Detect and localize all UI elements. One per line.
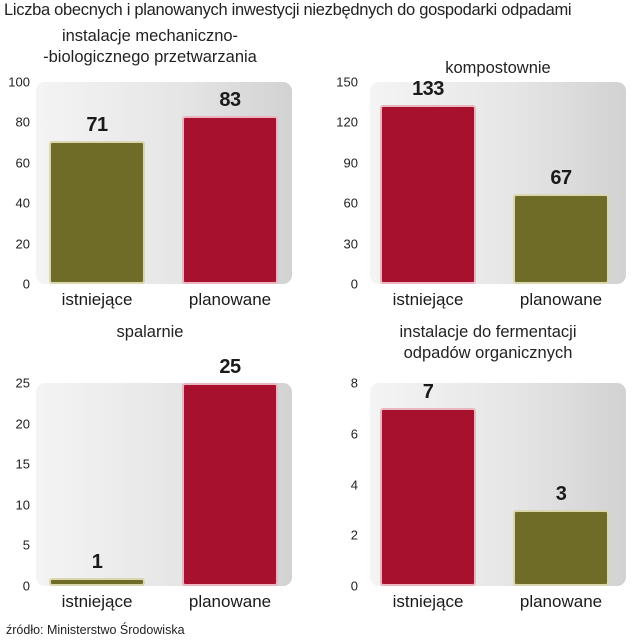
y-tick-label: 60 xyxy=(15,155,30,171)
bar-planowane xyxy=(513,509,609,586)
category-label: istniejące xyxy=(61,290,133,309)
chart-main-title: Liczba obecnych i planowanych inwestycji… xyxy=(4,1,572,19)
bar-istniejące xyxy=(380,104,476,284)
bar-value-label: 133 xyxy=(412,77,444,100)
y-tick-label: 90 xyxy=(343,155,358,171)
y-tick-label: 2 xyxy=(350,527,358,543)
y-tick-label: 100 xyxy=(8,74,30,90)
bar-value-label: 1 xyxy=(91,550,103,573)
bar-value-label: 67 xyxy=(550,166,572,189)
y-tick-label: 4 xyxy=(350,477,358,492)
panel-title: kompostownie xyxy=(445,59,551,77)
y-tick-label: 5 xyxy=(22,537,30,553)
y-tick-label: 15 xyxy=(15,456,30,472)
y-tick-label: 120 xyxy=(336,114,358,130)
category-label: planowane xyxy=(519,592,603,611)
y-tick-label: 10 xyxy=(15,497,30,513)
y-tick-label: 0 xyxy=(350,578,358,594)
bar-value-label: 71 xyxy=(86,113,108,136)
bar-istniejące xyxy=(49,140,145,284)
category-label: istniejące xyxy=(61,592,133,611)
source-note: źródło: Ministerstwo Środowiska xyxy=(6,623,185,637)
bar-planowane xyxy=(182,116,278,284)
y-tick-label: 30 xyxy=(343,236,358,252)
y-tick-label: 20 xyxy=(15,236,30,252)
bar-istniejące xyxy=(49,577,145,586)
bar-value-label: 83 xyxy=(219,89,241,112)
category-label: planowane xyxy=(188,592,272,611)
y-tick-label: 80 xyxy=(15,114,30,130)
y-tick-label: 6 xyxy=(350,426,358,442)
category-label: planowane xyxy=(519,290,603,309)
bar-value-label: 25 xyxy=(219,356,241,378)
category-label: istniejące xyxy=(392,592,464,611)
y-tick-label: 150 xyxy=(336,74,358,90)
y-tick-label: 0 xyxy=(22,578,30,594)
y-tick-label: 40 xyxy=(15,195,30,211)
category-label: planowane xyxy=(188,290,272,309)
category-label: istniejące xyxy=(392,290,464,309)
y-tick-label: 60 xyxy=(343,195,358,211)
y-tick-label: 25 xyxy=(15,375,30,391)
panel-title: instalacje mechaniczno- -biologicznego pr… xyxy=(43,27,257,66)
bar-planowane xyxy=(513,193,609,284)
bar-istniejące xyxy=(380,408,476,586)
panel-title: instalacje do fermentacji odpadów organic… xyxy=(399,323,577,362)
y-tick-label: 0 xyxy=(22,276,30,292)
bar-value-label: 7 xyxy=(422,381,434,404)
y-tick-label: 20 xyxy=(15,416,30,432)
bar-planowane xyxy=(182,383,278,586)
panel-title: spalarnie xyxy=(116,323,184,341)
y-tick-label: 8 xyxy=(350,375,358,391)
bar-value-label: 3 xyxy=(555,482,567,505)
y-tick-label: 0 xyxy=(350,276,358,292)
